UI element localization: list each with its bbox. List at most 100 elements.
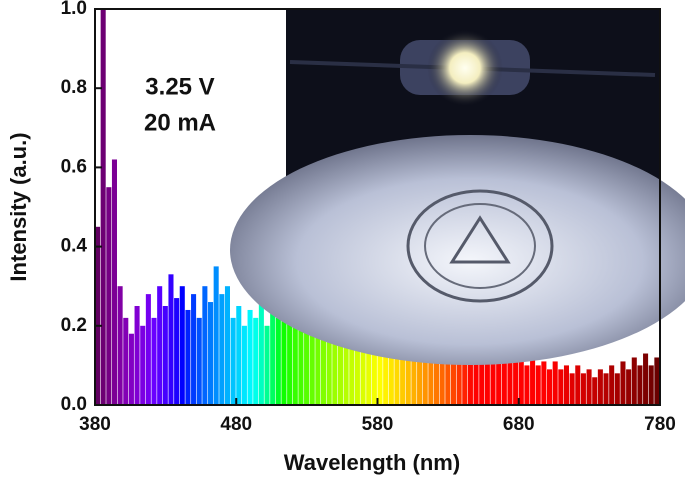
bar: [247, 309, 253, 405]
bar: [631, 357, 637, 405]
bar: [462, 333, 468, 405]
bar: [541, 361, 547, 405]
bar: [117, 286, 123, 405]
bar: [140, 325, 146, 405]
bar: [456, 337, 462, 405]
bar: [196, 317, 202, 405]
bar: [298, 325, 304, 405]
bar: [490, 353, 496, 405]
y-tick-label: 0.2: [61, 315, 87, 336]
y-tick-label: 0.6: [61, 156, 87, 177]
bar: [326, 317, 332, 405]
bar: [253, 317, 259, 405]
inset-photo: [230, 9, 685, 365]
bar: [405, 325, 411, 405]
bar: [208, 302, 214, 405]
bar: [292, 306, 298, 405]
bar: [450, 325, 456, 405]
bar: [394, 325, 400, 405]
bar: [592, 377, 598, 405]
bar: [168, 274, 174, 405]
annotation: 3.25 V: [145, 73, 214, 100]
bar: [151, 317, 157, 405]
bar: [626, 369, 632, 405]
bar: [134, 306, 140, 405]
bar: [202, 286, 208, 405]
bar: [309, 321, 315, 405]
bar: [473, 337, 479, 405]
plot-area: [95, 9, 660, 405]
bar: [145, 294, 151, 405]
bar: [513, 357, 519, 405]
bar: [219, 294, 225, 405]
bar: [213, 266, 219, 405]
bar: [371, 317, 377, 405]
bar: [258, 302, 264, 405]
annotation: 20 mA: [144, 109, 216, 136]
bar: [275, 317, 281, 405]
bar: [95, 226, 101, 405]
bar: [111, 159, 117, 405]
bar: [501, 357, 507, 405]
bar: [552, 361, 558, 405]
y-tick-label: 0.8: [61, 77, 87, 98]
bar: [264, 325, 270, 405]
x-tick-label: 780: [644, 414, 676, 435]
x-tick-label: 580: [362, 414, 394, 435]
bar: [241, 325, 247, 405]
bar: [535, 365, 541, 405]
bar: [332, 329, 338, 405]
bar: [575, 365, 581, 405]
bar: [428, 325, 434, 405]
bar: [185, 309, 191, 405]
bar: [417, 329, 423, 405]
bar: [524, 365, 530, 405]
bar: [445, 341, 451, 405]
bar: [123, 317, 129, 405]
x-tick-label: 680: [503, 414, 535, 435]
bar: [179, 286, 185, 405]
y-axis-label: Intensity (a.u.): [6, 132, 31, 281]
bar: [366, 325, 372, 405]
bar: [349, 317, 355, 405]
bar: [507, 349, 513, 405]
bar: [106, 187, 112, 405]
bar: [654, 357, 660, 405]
bar: [558, 369, 564, 405]
bar: [434, 333, 440, 405]
bar: [281, 302, 287, 405]
bar: [162, 306, 168, 405]
bar: [439, 329, 445, 405]
bar: [479, 345, 485, 405]
bar: [321, 325, 327, 405]
bar: [563, 365, 569, 405]
bar: [643, 353, 649, 405]
bar: [648, 365, 654, 405]
bar: [174, 298, 180, 405]
x-tick-label: 480: [220, 414, 252, 435]
bar: [337, 313, 343, 405]
bar: [547, 369, 553, 405]
bar: [580, 373, 586, 405]
bar: [224, 286, 230, 405]
bar: [518, 353, 524, 405]
bar: [422, 337, 428, 405]
bar: [128, 333, 134, 405]
bar: [230, 317, 236, 405]
bar: [530, 357, 536, 405]
bar: [603, 373, 609, 405]
bar: [569, 373, 575, 405]
x-tick-label: 380: [79, 414, 111, 435]
bar: [360, 321, 366, 405]
bar: [484, 341, 490, 405]
bar: [287, 321, 293, 405]
bar: [620, 361, 626, 405]
bar: [270, 309, 276, 405]
y-tick-label: 0.0: [61, 394, 87, 415]
y-tick-label: 0.4: [61, 236, 88, 257]
bar: [157, 286, 163, 405]
bar: [597, 369, 603, 405]
bar: [467, 341, 473, 405]
bar: [236, 306, 242, 405]
